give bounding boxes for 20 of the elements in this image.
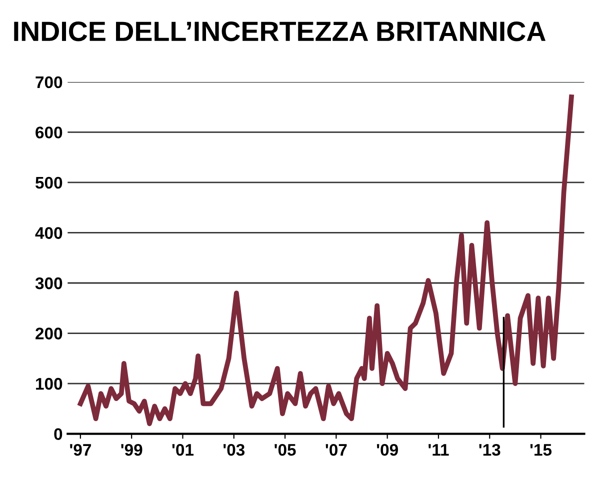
x-tick-label: '05 — [274, 444, 296, 456]
x-tick-label: '03 — [224, 444, 245, 456]
x-tick-label: '11 — [428, 444, 449, 456]
x-tick-label: '07 — [326, 444, 347, 456]
y-tick-label: 400 — [35, 227, 62, 239]
y-tick-label: 500 — [35, 176, 62, 189]
x-tick-label: '09 — [376, 444, 398, 456]
x-tick-label: '13 — [479, 444, 500, 456]
y-tick-label: 600 — [36, 126, 62, 138]
x-tick-label: '01 — [172, 444, 194, 456]
y-tick-label: 200 — [36, 328, 62, 340]
y-tick-label: 100 — [36, 378, 62, 390]
y-tick-label: 700 — [36, 76, 62, 88]
x-tick-label: '97 — [70, 444, 91, 456]
line-series — [78, 94, 574, 426]
y-tick-label: 0 — [54, 428, 62, 440]
x-tick-label: '99 — [121, 444, 142, 456]
y-tick-label: 300 — [35, 277, 62, 290]
x-tick-label: '15 — [530, 444, 552, 456]
chart-title: INDICE DELL’INCERTEZZA BRITANNICA — [14, 22, 546, 42]
